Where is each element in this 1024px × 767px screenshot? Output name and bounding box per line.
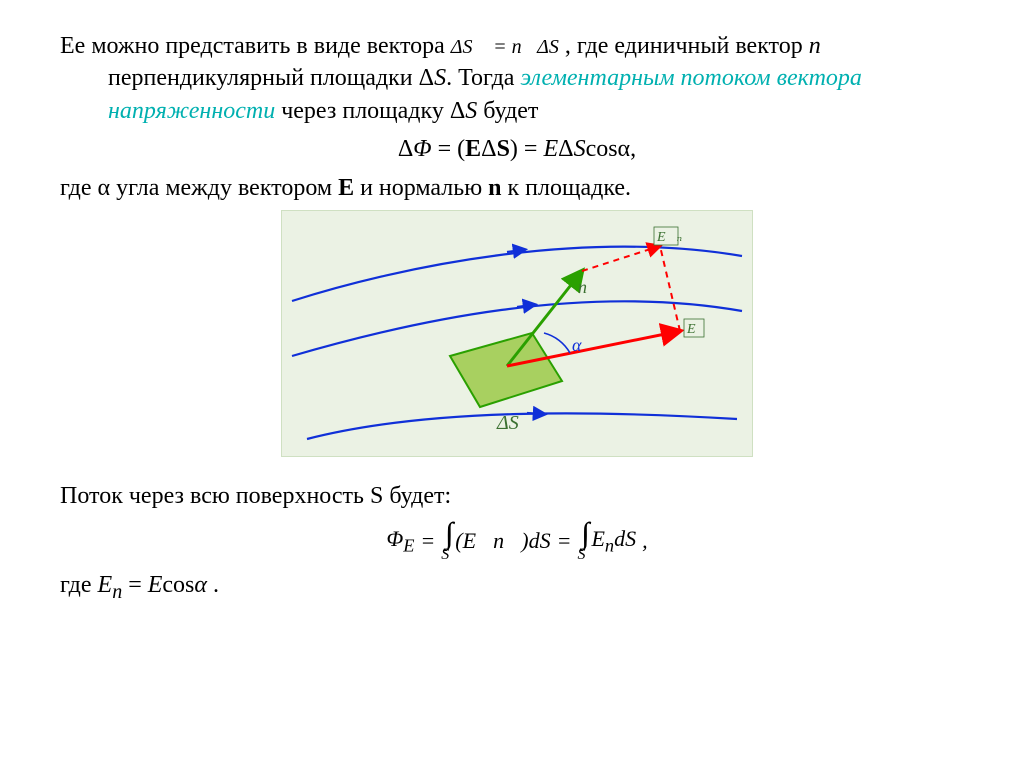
figure-container: n⃗ α ΔS E⃗ₙ E⃗ <box>60 210 974 466</box>
sym-alpha: α <box>194 572 207 598</box>
surface-element <box>450 333 562 407</box>
sub-E: E <box>403 535 414 555</box>
sym-En: En <box>98 572 123 598</box>
text: к площадке. <box>502 175 632 201</box>
text: Поток через всю поверхность S будет: <box>60 483 451 509</box>
page-content: Ее можно представить в виде вектора ΔS⃗ … <box>0 0 1024 642</box>
sym-S: S <box>434 65 446 91</box>
double-integral-icon: ∫∫ S <box>441 519 449 563</box>
text: Ее можно представить в виде вектора <box>60 33 451 59</box>
flux-diagram: n⃗ α ΔS E⃗ₙ E⃗ <box>281 210 753 457</box>
double-integral-icon: ∫∫ S <box>577 519 585 563</box>
label-n: n⃗ <box>578 277 601 297</box>
integrand-1: (E⃗n⃗)dS <box>455 526 550 556</box>
label-En-box: E⃗ₙ <box>654 227 682 245</box>
text: будет <box>477 98 538 124</box>
text: перпендикулярный площадки Δ <box>108 65 434 91</box>
paragraph-4: где En = Ecosα . <box>60 569 974 606</box>
eq-sign: = <box>557 526 572 556</box>
text: и нормалью <box>354 175 488 201</box>
dash-line-2 <box>660 246 680 331</box>
integral-expression: ΦE = ∫∫ S (E⃗n⃗)dS = ∫∫ S EndS , <box>386 519 647 563</box>
paragraph-2: где α угла между вектором E и нормалью n… <box>60 172 974 204</box>
svg-text:E⃗: E⃗ <box>686 322 706 337</box>
label-deltaS: ΔS <box>496 412 519 434</box>
text: . Тогда <box>446 65 520 91</box>
svg-text:E⃗ₙ: E⃗ₙ <box>656 230 682 245</box>
sym-S: S <box>465 98 477 124</box>
cos: cos <box>162 572 194 598</box>
diagram-svg: n⃗ α ΔS E⃗ₙ E⃗ <box>282 211 752 456</box>
sym-Phi: Φ <box>386 526 403 551</box>
text: . <box>207 572 219 598</box>
text: , где единичный вектор <box>565 33 809 59</box>
sym-E: E <box>338 175 354 201</box>
comma: , <box>642 526 648 556</box>
formula-delta-phi: ΔΦ = (EΔS) = EΔScosα, <box>60 133 974 165</box>
text: где <box>60 572 98 598</box>
inline-vector-n: n⃗ <box>809 33 840 59</box>
formula-text: ΔΦ = (EΔS) = EΔScosα, <box>398 136 636 162</box>
sym-n: n <box>488 175 501 201</box>
paragraph-1: Ее можно представить в виде вектора ΔS⃗ … <box>60 30 974 127</box>
text: через площадку Δ <box>275 98 465 124</box>
text: = <box>122 572 148 598</box>
formula-phi-integral: ΦE = ∫∫ S (E⃗n⃗)dS = ∫∫ S EndS , <box>60 519 974 563</box>
text: где α угла между вектором <box>60 175 338 201</box>
label-alpha: α <box>572 335 582 355</box>
label-E-box: E⃗ <box>684 319 706 337</box>
integrand-2: EndS <box>591 524 636 558</box>
eq-sign: = <box>420 526 435 556</box>
inline-formula-dS: ΔS⃗ = n⃗ΔS <box>451 36 559 58</box>
dash-line-1 <box>582 246 660 271</box>
paragraph-3: Поток через всю поверхность S будет: <box>60 480 974 512</box>
angle-arc <box>544 333 570 353</box>
sym-E: E <box>148 572 163 598</box>
